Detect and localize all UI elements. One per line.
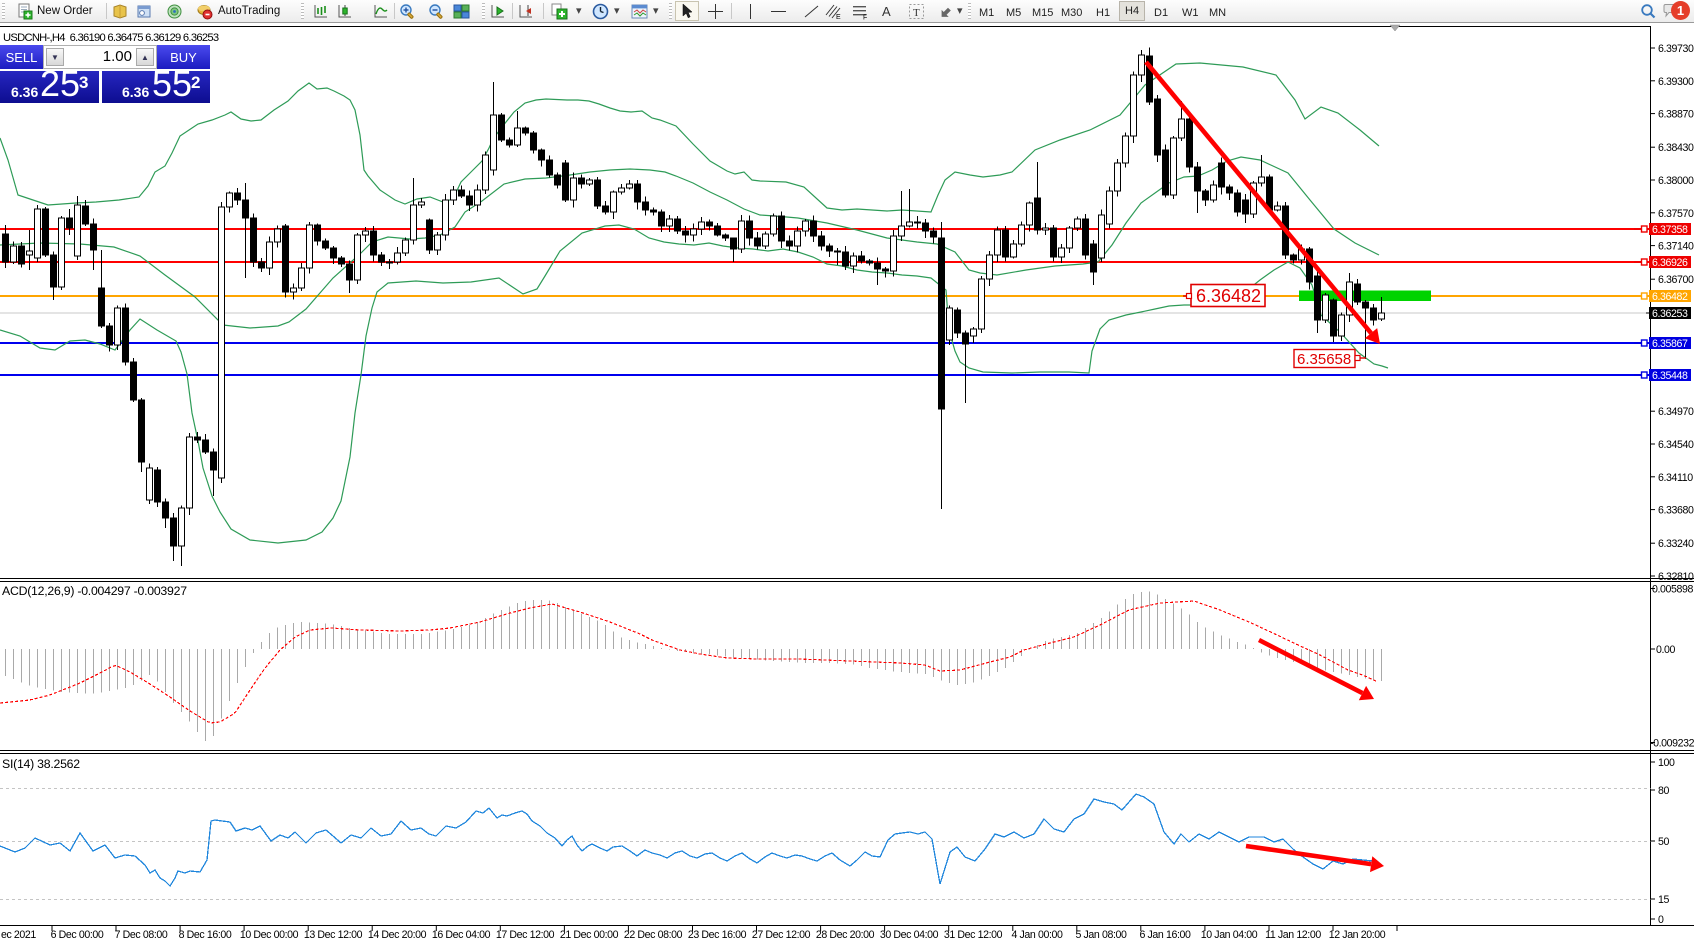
svg-text:31 Dec 12:00: 31 Dec 12:00 <box>944 929 1003 941</box>
svg-text:5 Jan 08:00: 5 Jan 08:00 <box>1076 929 1127 941</box>
svg-text:6.37140: 6.37140 <box>1658 241 1694 253</box>
svg-text:6.37358: 6.37358 <box>1652 224 1688 236</box>
svg-text:11 Jan 12:00: 11 Jan 12:00 <box>1265 929 1321 941</box>
svg-text:-0.009232: -0.009232 <box>1650 738 1694 750</box>
svg-text:6.34970: 6.34970 <box>1658 406 1694 418</box>
svg-text:6.38430: 6.38430 <box>1658 142 1694 154</box>
svg-text:6.32810: 6.32810 <box>1658 571 1694 583</box>
svg-text:10 Jan 04:00: 10 Jan 04:00 <box>1201 929 1258 941</box>
svg-text:8 Dec 16:00: 8 Dec 16:00 <box>179 929 232 941</box>
svg-text:6.33240: 6.33240 <box>1658 538 1694 550</box>
svg-text:6 Dec 00:00: 6 Dec 00:00 <box>51 929 104 941</box>
svg-text:6.37570: 6.37570 <box>1658 208 1694 220</box>
svg-text:ec 2021: ec 2021 <box>1 929 36 941</box>
svg-text:28 Dec 20:00: 28 Dec 20:00 <box>816 929 875 941</box>
svg-text:T: T <box>913 7 920 19</box>
svg-text:7 Dec 08:00: 7 Dec 08:00 <box>115 929 168 941</box>
svg-text:6.35448: 6.35448 <box>1652 370 1688 382</box>
svg-text:SI(14) 38.2562: SI(14) 38.2562 <box>2 757 80 771</box>
svg-text:14 Dec 20:00: 14 Dec 20:00 <box>368 929 427 941</box>
svg-text:13 Dec 12:00: 13 Dec 12:00 <box>304 929 363 941</box>
svg-text:ACD(12,26,9) -0.004297 -0.0039: ACD(12,26,9) -0.004297 -0.003927 <box>2 584 187 598</box>
svg-text:27 Dec 12:00: 27 Dec 12:00 <box>752 929 811 941</box>
svg-text:17 Dec 12:00: 17 Dec 12:00 <box>496 929 555 941</box>
svg-text:6.36926: 6.36926 <box>1652 257 1688 269</box>
svg-text:6.35658: 6.35658 <box>1297 351 1351 368</box>
svg-text:80: 80 <box>1658 785 1669 797</box>
svg-text:23 Dec 16:00: 23 Dec 16:00 <box>688 929 747 941</box>
svg-text:6.34540: 6.34540 <box>1658 439 1694 451</box>
svg-text:F: F <box>863 15 867 21</box>
svg-text:16 Dec 04:00: 16 Dec 04:00 <box>432 929 491 941</box>
svg-text:USDCNH-,H4 6.36190 6.36475 6.: USDCNH-,H4 6.36190 6.36475 6.36129 6.362… <box>3 32 219 44</box>
svg-text:6.36482: 6.36482 <box>1652 291 1688 303</box>
svg-text:6.36700: 6.36700 <box>1658 274 1694 286</box>
svg-text:0.005898: 0.005898 <box>1652 584 1693 596</box>
svg-text:6.34110: 6.34110 <box>1658 472 1693 484</box>
svg-text:0: 0 <box>1658 914 1664 926</box>
svg-text:6.39300: 6.39300 <box>1658 76 1694 88</box>
svg-text:50: 50 <box>1658 836 1669 848</box>
svg-text:6.36253: 6.36253 <box>1652 308 1688 320</box>
svg-text:22 Dec 08:00: 22 Dec 08:00 <box>624 929 683 941</box>
svg-text:30 Dec 04:00: 30 Dec 04:00 <box>880 929 939 941</box>
svg-text:6.36482: 6.36482 <box>1196 286 1261 306</box>
svg-text:6 Jan 16:00: 6 Jan 16:00 <box>1140 929 1191 941</box>
svg-text:21 Dec 00:00: 21 Dec 00:00 <box>560 929 619 941</box>
svg-text:15: 15 <box>1658 894 1669 906</box>
svg-text:6.39730: 6.39730 <box>1658 43 1694 55</box>
svg-text:6.38870: 6.38870 <box>1658 109 1694 121</box>
svg-text:4 Jan 00:00: 4 Jan 00:00 <box>1012 929 1063 941</box>
svg-text:6.35867: 6.35867 <box>1652 338 1688 350</box>
svg-text:12 Jan 20:00: 12 Jan 20:00 <box>1329 929 1386 941</box>
svg-text:10 Dec 00:00: 10 Dec 00:00 <box>240 929 299 941</box>
svg-text:6.33680: 6.33680 <box>1658 505 1694 517</box>
svg-text:E: E <box>836 14 841 20</box>
svg-text:6.38000: 6.38000 <box>1658 175 1694 187</box>
svg-text:100: 100 <box>1658 757 1675 769</box>
svg-text:0.00: 0.00 <box>1656 644 1676 656</box>
